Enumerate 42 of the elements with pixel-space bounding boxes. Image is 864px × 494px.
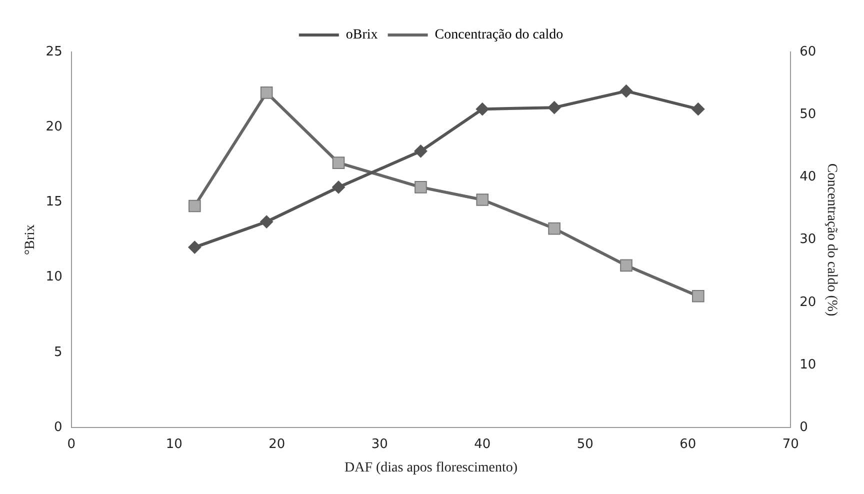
point <box>476 194 489 206</box>
point <box>692 290 704 302</box>
y2-axis-title: Concentração do caldo (%) <box>824 163 839 317</box>
y-axis-title: °Brix <box>23 224 38 256</box>
x-tick-label: 0 <box>67 436 76 452</box>
point <box>620 84 633 98</box>
y-tick-label: 5 <box>54 344 62 360</box>
y-tick-label: 0 <box>54 420 62 435</box>
y2-tick-label: 60 <box>800 44 816 60</box>
x-tick-label: 60 <box>680 436 696 452</box>
point <box>414 144 428 158</box>
point <box>476 102 489 116</box>
point <box>260 215 274 228</box>
point <box>260 86 273 99</box>
x-tick-label: 30 <box>371 436 388 452</box>
y-tick-label: 15 <box>46 194 62 210</box>
x-tick-label: 50 <box>576 436 594 452</box>
y2-tick-label: 20 <box>800 294 816 310</box>
point <box>692 102 705 116</box>
y2-tick-label: 0 <box>800 420 808 435</box>
y-tick-label: 25 <box>46 44 62 60</box>
y2-tick-label: 30 <box>800 232 816 248</box>
y2-tick-label: 40 <box>800 170 816 185</box>
y2-tick-label: 50 <box>800 106 816 122</box>
x-axis-title: DAF (dias apos florescimento) <box>344 460 518 476</box>
point <box>414 181 427 194</box>
legend-label: Concentração do caldo <box>434 28 564 43</box>
point <box>548 101 561 114</box>
x-tick-label: 40 <box>474 436 491 452</box>
point <box>332 180 346 194</box>
y-tick-label: 10 <box>46 270 62 285</box>
y-tick-label: 20 <box>46 119 62 134</box>
x-tick-label: 70 <box>782 436 799 452</box>
point <box>188 240 202 254</box>
x-tick-label: 10 <box>166 436 182 452</box>
point <box>332 156 345 169</box>
point <box>188 200 201 212</box>
y2-tick-label: 10 <box>800 357 816 372</box>
legend-label: oBrix <box>346 28 378 43</box>
x-tick-label: 20 <box>268 436 286 452</box>
point <box>620 259 632 272</box>
point <box>548 222 560 235</box>
